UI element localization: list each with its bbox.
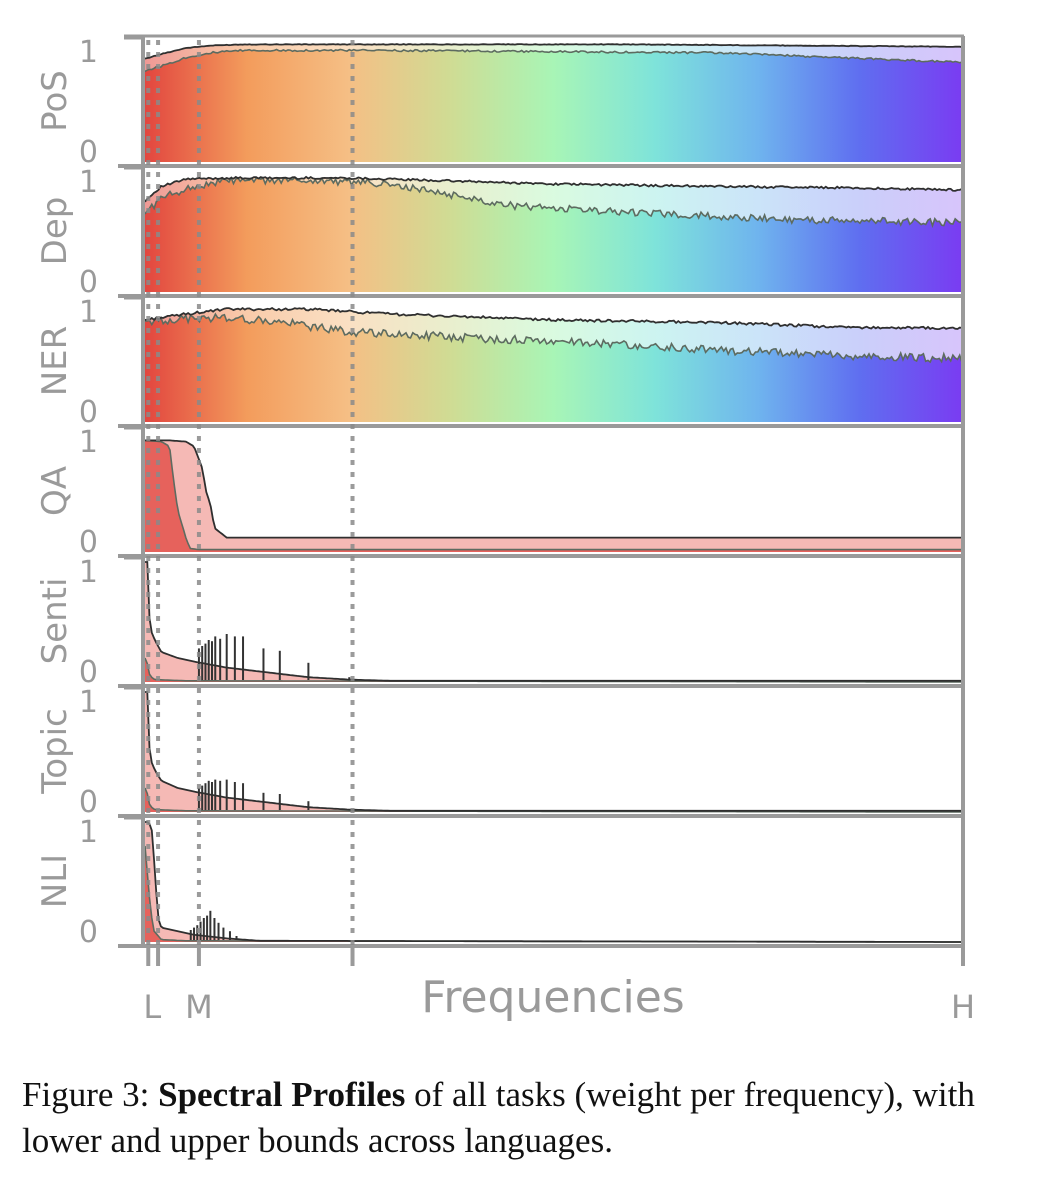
topic-tick-1: 1 [79,685,98,720]
nli-tick-0: 0 [79,915,98,950]
nli-bound-band [145,822,962,942]
panel-label-pos: PoS [35,70,75,132]
dep-tick-1: 1 [79,165,98,200]
ner-tick-1: 1 [79,295,98,330]
panel-qa [144,439,962,552]
senti-bound-band [145,562,962,682]
panel-dep [144,175,963,292]
panel-label-topic: Topic [35,708,75,795]
panel-label-dep: Dep [35,197,75,266]
pos-lower-bound-line [144,48,963,73]
ner-lower-fill [145,314,962,422]
x-tick-label-m: M [185,988,213,1026]
panel-label-nli: NLI [35,854,75,908]
senti-tick-0: 0 [79,655,98,690]
caption-bold-title: Spectral Profiles [158,1075,406,1114]
panel-label-ner: NER [35,326,75,397]
nli-tick-1: 1 [79,815,98,850]
nli-upper-bound-line [145,821,962,943]
qa-lower-bound-line [144,439,962,551]
qa-bound-band [145,440,962,550]
ner-bound-band [145,308,962,363]
x-tick-label-l: L [143,988,161,1026]
pos-lower-fill [145,49,962,162]
ner-tick-0: 0 [79,395,98,430]
caption-text: of all tasks (weight per frequency), wit… [22,1075,975,1160]
panel-pos [144,43,963,162]
ner-lower-bound-line [145,312,963,364]
ner-upper-bound-line [144,306,963,330]
qa-lower-fill [145,440,962,552]
pos-upper-bound-line [144,43,963,60]
qa-upper-bound-line [145,439,962,539]
senti-upper-bound-line [145,561,962,682]
panel-topic [144,691,962,813]
qa-tick-1: 1 [79,425,98,460]
panel-nli [144,821,962,943]
panel-label-qa: QA [35,466,75,516]
dep-bound-band [145,176,962,226]
nli-lower-fill [145,846,962,942]
dep-upper-bound-line [144,175,963,203]
dep-tick-0: 0 [79,265,98,300]
dep-lower-bound-line [144,175,963,229]
topic-tick-0: 0 [79,785,98,820]
pos-tick-0: 0 [79,135,98,170]
x-axis-label: Frequencies [421,972,684,1023]
dep-lower-fill [145,177,962,292]
spectral-profile-figure: 1 0 PoS 1 0 Dep 1 0 NER 1 0 QA 1 0 Senti 1 0 Topic 1 0 NLI L M… [35,34,975,1026]
topic-bound-band [145,692,962,812]
figure-caption: Figure 3: Spectral Profiles of all tasks… [22,1072,1032,1164]
panel-ner [144,306,963,422]
pos-bound-band [145,44,962,72]
panel-senti [144,561,962,683]
caption-label: Figure 3: [22,1075,159,1114]
qa-tick-0: 0 [79,525,98,560]
nli-lower-bound-line [144,845,962,943]
senti-tick-1: 1 [79,555,98,590]
topic-upper-bound-line [145,691,962,812]
x-tick-label-h: H [951,988,975,1026]
pos-tick-1: 1 [79,35,98,70]
panel-label-senti: Senti [35,578,75,665]
